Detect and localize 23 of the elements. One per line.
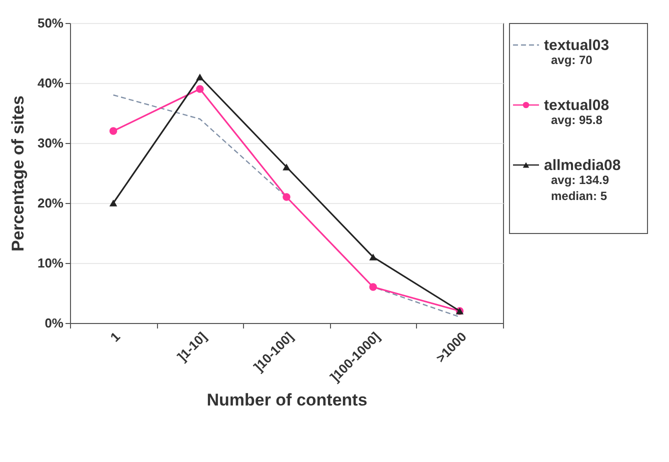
text: avg: 134.9 median: 5: [551, 173, 610, 203]
y-tick-label: 30%: [37, 136, 64, 150]
point: [196, 85, 204, 93]
point: [282, 164, 290, 170]
y-axis-title: Percentage of sites: [8, 96, 28, 252]
point: [196, 74, 204, 80]
text: avg: 70: [551, 53, 593, 67]
y-tick-label: 40%: [37, 76, 64, 90]
y-tick-label: 0%: [44, 316, 64, 330]
legend-label: allmedia08: [544, 157, 621, 174]
x-axis-title: Number of contents: [206, 390, 368, 410]
point: [109, 200, 118, 206]
point: [282, 193, 290, 201]
legend-label: textual03: [544, 37, 610, 54]
point: [109, 127, 118, 135]
point: [369, 254, 377, 260]
point: [369, 283, 377, 291]
y-tick-label: 10%: [37, 256, 64, 270]
text: avg: 95.8: [551, 113, 603, 127]
y-tick-label: 20%: [37, 196, 64, 210]
x-tick-label: 1: [107, 329, 123, 345]
y-tick-label: 50%: [37, 16, 64, 30]
legend-label: textual08: [544, 97, 610, 114]
